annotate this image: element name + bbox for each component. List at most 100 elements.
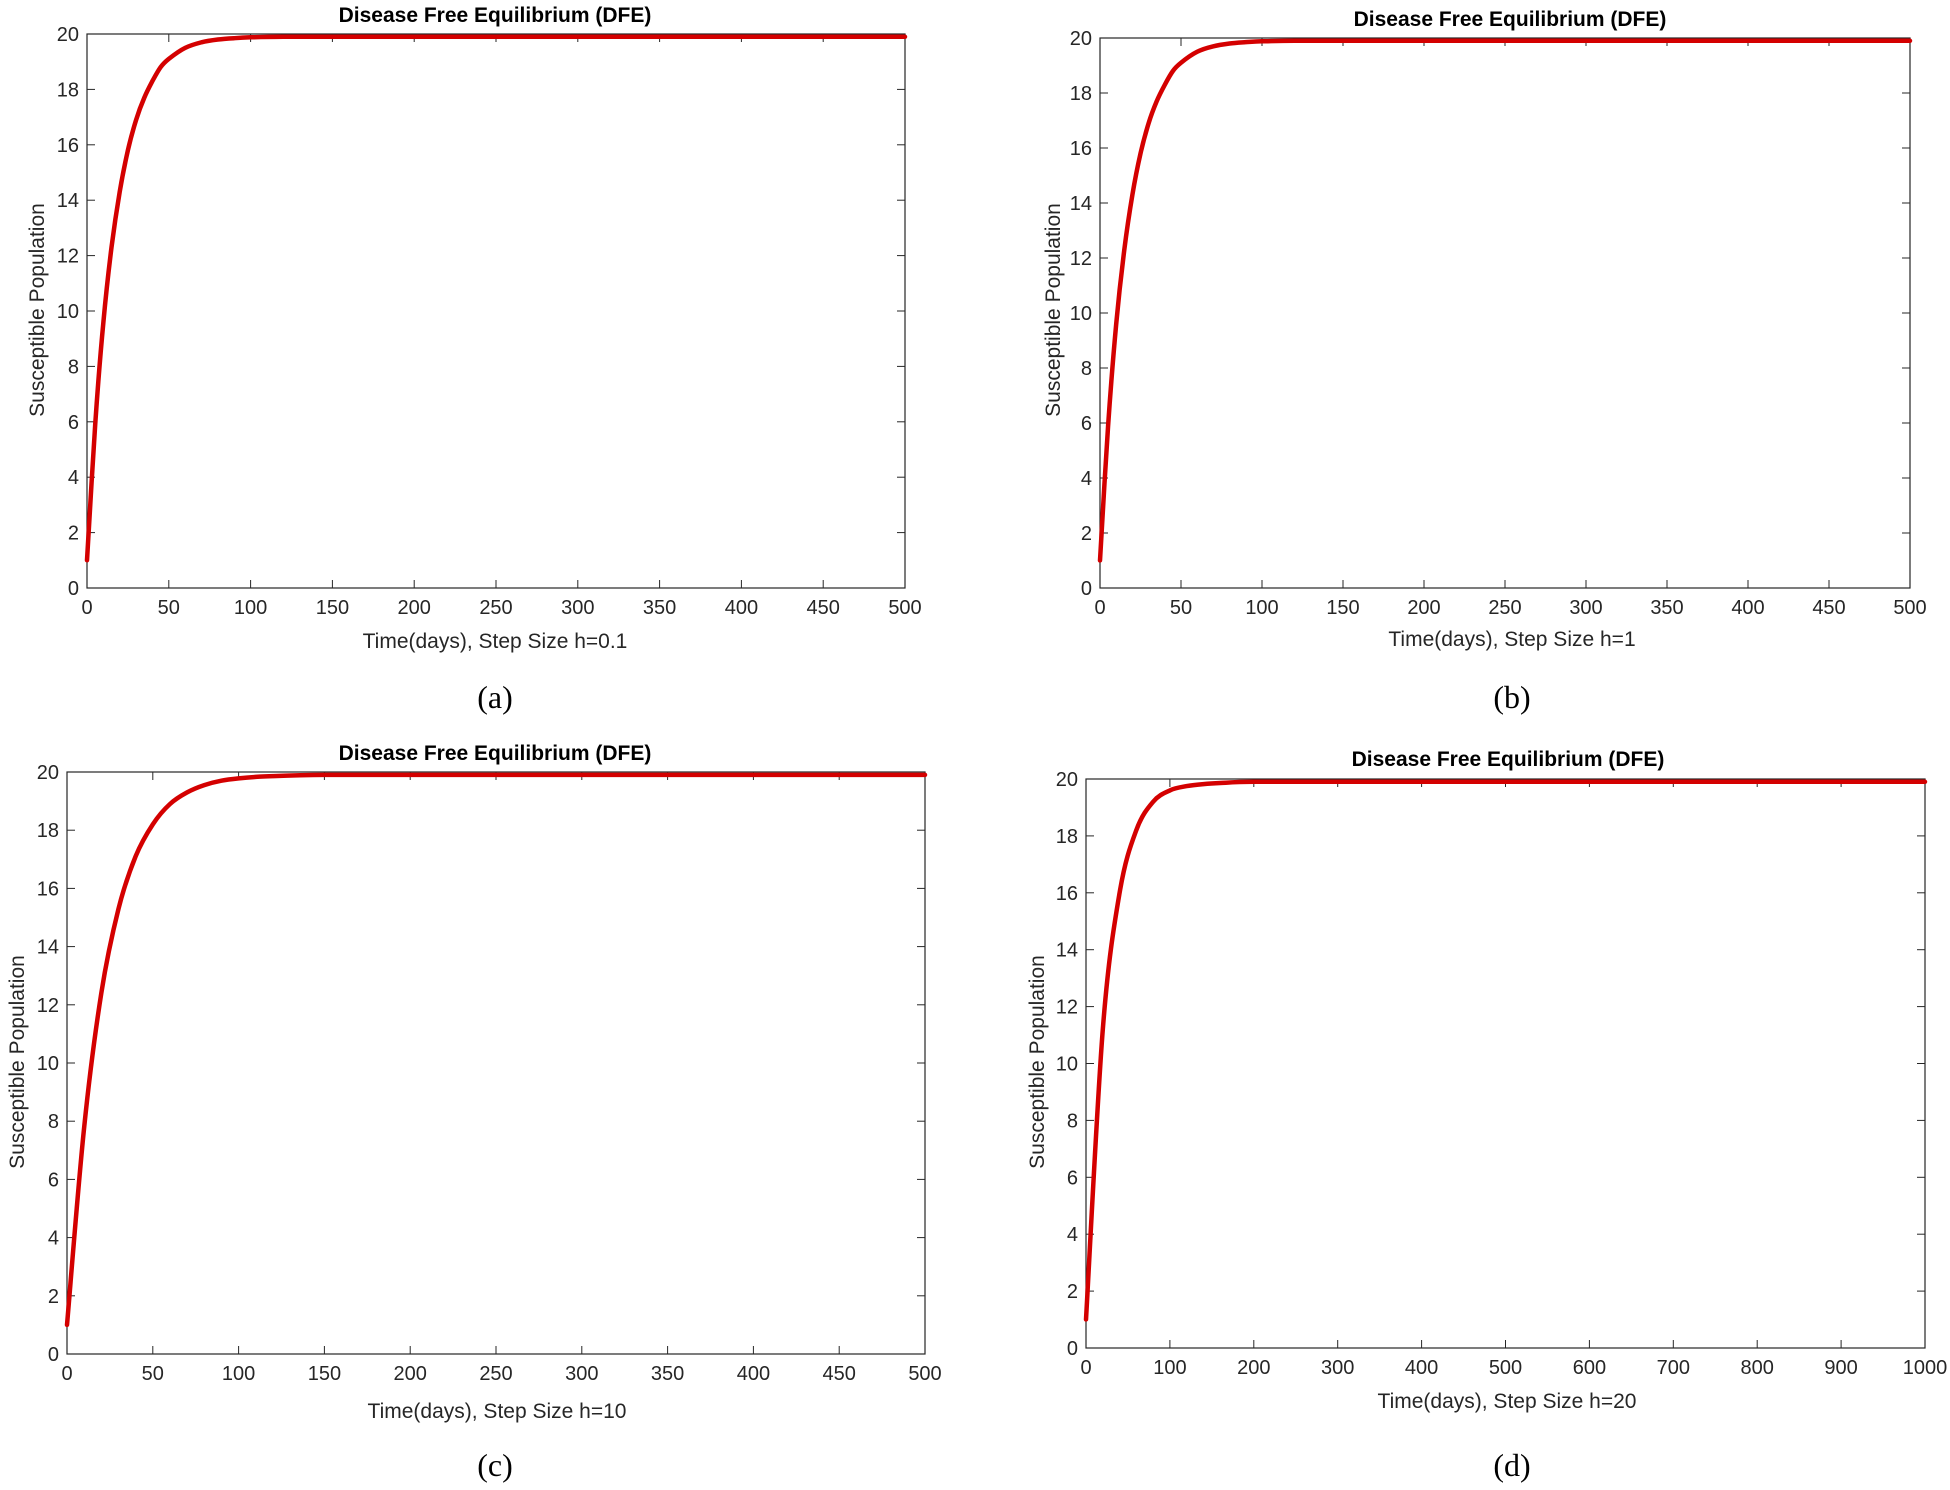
y-tick-label: 16 xyxy=(1056,883,1078,905)
y-tick-label: 2 xyxy=(1081,523,1092,545)
y-tick-label: 8 xyxy=(48,1111,59,1133)
x-tick-label: 0 xyxy=(61,1363,72,1385)
y-tick-label: 4 xyxy=(48,1228,59,1250)
y-tick-label: 0 xyxy=(68,578,79,600)
x-tick-label: 200 xyxy=(398,597,431,619)
panel-caption: (b) xyxy=(1493,679,1530,715)
x-tick-label: 0 xyxy=(1080,1357,1091,1379)
y-tick-label: 10 xyxy=(37,1053,59,1075)
series-line xyxy=(84,34,908,563)
y-tick-label: 6 xyxy=(1081,413,1092,435)
y-axis-label: Susceptible Population xyxy=(1042,203,1065,417)
x-tick-label: 0 xyxy=(1094,597,1105,619)
panel-c: Disease Free Equilibrium (DFE) Time(days… xyxy=(6,742,942,1483)
x-axis-label: Time(days), Step Size h=0.1 xyxy=(363,630,628,653)
plot-area xyxy=(1099,37,1911,589)
x-tick-label: 500 xyxy=(888,597,921,619)
y-tick-label: 20 xyxy=(1070,28,1092,50)
x-tick-label: 900 xyxy=(1824,1357,1857,1379)
x-tick-label: 0 xyxy=(81,597,92,619)
x-axis-label: Time(days), Step Size h=20 xyxy=(1378,1390,1637,1413)
x-tick-label: 400 xyxy=(1731,597,1764,619)
y-tick-label: 18 xyxy=(1070,83,1092,105)
y-tick-label: 0 xyxy=(48,1344,59,1366)
series-line xyxy=(1083,779,1928,1322)
x-tick-label: 100 xyxy=(234,597,267,619)
y-tick-label: 2 xyxy=(1067,1281,1078,1303)
x-tick-label: 300 xyxy=(1569,597,1602,619)
plot-area xyxy=(1085,778,1926,1349)
x-tick-label: 500 xyxy=(908,1363,941,1385)
plot-area xyxy=(86,33,906,589)
y-tick-label: 8 xyxy=(68,356,79,378)
x-tick-label: 500 xyxy=(1489,1357,1522,1379)
y-axis-label: Susceptible Population xyxy=(6,955,29,1169)
y-tick-label: 20 xyxy=(37,762,59,784)
y-axis-label: Susceptible Population xyxy=(1026,955,1049,1169)
x-tick-label: 450 xyxy=(1812,597,1845,619)
y-tick-label: 8 xyxy=(1081,358,1092,380)
x-tick-label: 800 xyxy=(1741,1357,1774,1379)
y-tick-label: 18 xyxy=(37,820,59,842)
y-tick-label: 4 xyxy=(68,467,79,489)
x-tick-label: 250 xyxy=(1488,597,1521,619)
x-tick-label: 400 xyxy=(737,1363,770,1385)
y-tick-label: 14 xyxy=(1056,940,1078,962)
x-tick-label: 700 xyxy=(1657,1357,1690,1379)
y-tick-label: 10 xyxy=(1070,303,1092,325)
panel-caption: (a) xyxy=(477,679,513,715)
x-tick-label: 450 xyxy=(823,1363,856,1385)
x-tick-label: 350 xyxy=(1650,597,1683,619)
x-tick-label: 300 xyxy=(561,597,594,619)
x-tick-label: 1000 xyxy=(1903,1357,1948,1379)
x-tick-label: 150 xyxy=(308,1363,341,1385)
x-tick-label: 200 xyxy=(394,1363,427,1385)
x-tick-label: 400 xyxy=(1405,1357,1438,1379)
x-tick-label: 400 xyxy=(725,597,758,619)
y-tick-label: 10 xyxy=(57,301,79,323)
x-tick-label: 500 xyxy=(1893,597,1926,619)
y-tick-label: 6 xyxy=(68,412,79,434)
x-tick-label: 200 xyxy=(1407,597,1440,619)
y-tick-label: 20 xyxy=(57,24,79,46)
x-tick-label: 150 xyxy=(316,597,349,619)
y-tick-label: 6 xyxy=(1067,1167,1078,1189)
y-tick-label: 12 xyxy=(1070,248,1092,270)
y-tick-label: 2 xyxy=(68,523,79,545)
x-tick-label: 250 xyxy=(479,597,512,619)
x-tick-label: 50 xyxy=(1170,597,1192,619)
y-tick-label: 14 xyxy=(37,937,59,959)
y-tick-label: 12 xyxy=(1056,997,1078,1019)
y-tick-label: 16 xyxy=(37,878,59,900)
y-tick-label: 0 xyxy=(1081,578,1092,600)
x-tick-label: 50 xyxy=(158,597,180,619)
x-tick-label: 100 xyxy=(222,1363,255,1385)
y-tick-label: 4 xyxy=(1081,468,1092,490)
y-tick-label: 12 xyxy=(37,995,59,1017)
x-tick-label: 300 xyxy=(1321,1357,1354,1379)
y-tick-label: 12 xyxy=(57,246,79,268)
y-tick-label: 18 xyxy=(1056,826,1078,848)
x-tick-label: 100 xyxy=(1245,597,1278,619)
y-tick-label: 10 xyxy=(1056,1054,1078,1076)
chart-title: Disease Free Equilibrium (DFE) xyxy=(1352,748,1665,771)
x-tick-label: 350 xyxy=(651,1363,684,1385)
y-tick-label: 2 xyxy=(48,1286,59,1308)
chart-title: Disease Free Equilibrium (DFE) xyxy=(1354,8,1667,31)
series-line xyxy=(1097,38,1913,563)
panel-caption: (d) xyxy=(1493,1447,1530,1483)
chart-title: Disease Free Equilibrium (DFE) xyxy=(339,742,652,765)
y-tick-label: 8 xyxy=(1067,1110,1078,1132)
x-tick-label: 250 xyxy=(479,1363,512,1385)
y-tick-label: 20 xyxy=(1056,769,1078,791)
x-tick-label: 50 xyxy=(142,1363,164,1385)
x-tick-label: 150 xyxy=(1326,597,1359,619)
panel-caption: (c) xyxy=(477,1447,513,1483)
y-tick-label: 16 xyxy=(57,135,79,157)
y-axis-label: Susceptible Population xyxy=(26,203,49,417)
x-tick-label: 350 xyxy=(643,597,676,619)
y-tick-label: 4 xyxy=(1067,1224,1078,1246)
x-axis-label: Time(days), Step Size h=10 xyxy=(368,1400,627,1423)
x-axis-label: Time(days), Step Size h=1 xyxy=(1388,628,1635,651)
y-tick-label: 16 xyxy=(1070,138,1092,160)
